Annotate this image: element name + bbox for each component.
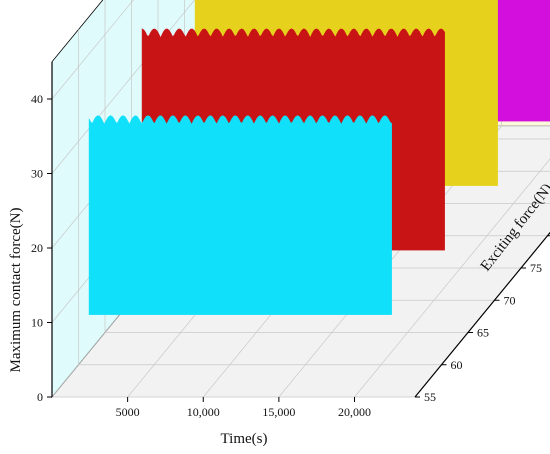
y-tick-label: 75 — [530, 261, 542, 275]
x-tick-label: 20,000 — [338, 405, 371, 419]
series-band-62 — [88, 115, 392, 315]
z-tick-label: 40 — [31, 92, 43, 106]
sidewall-grid-line-z — [51, 0, 134, 100]
z-tick-label: 10 — [31, 316, 43, 330]
z-tick-label: 0 — [37, 390, 43, 404]
y-tick-label: 65 — [477, 326, 489, 340]
z-tick-label: 20 — [31, 241, 43, 255]
x-axis-title: Time(s) — [221, 431, 268, 447]
x-tick-label: 15,000 — [262, 405, 295, 419]
z-axis-title: Maximum contact force(N) — [8, 208, 24, 373]
y-tick-label: 60 — [451, 358, 463, 372]
y-tick-label: 55 — [424, 390, 436, 404]
x-tick-label: 5000 — [116, 405, 140, 419]
z-tick-label: 30 — [31, 167, 43, 181]
x-tick-label: 10,000 — [187, 405, 220, 419]
y-tick-label: 70 — [504, 293, 516, 307]
y-axis-line — [414, 231, 550, 398]
